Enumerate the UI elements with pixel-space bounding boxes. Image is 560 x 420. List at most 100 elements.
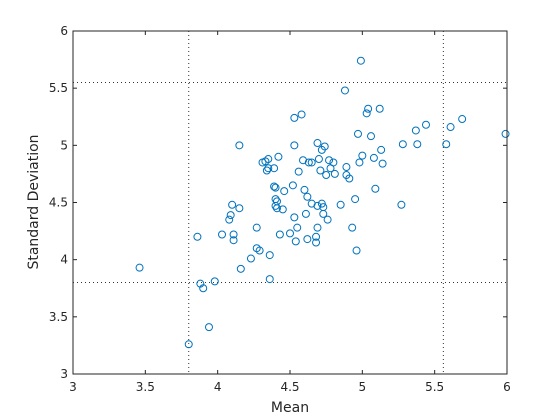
reference-lines — [73, 31, 507, 374]
data-point — [235, 204, 244, 213]
plot-area — [73, 31, 507, 374]
data-point — [397, 200, 406, 209]
x-tick-label: 4.5 — [280, 380, 299, 394]
data-point — [322, 171, 331, 180]
data-point — [274, 152, 283, 161]
data-point — [246, 254, 255, 263]
y-tick-label: 5 — [60, 138, 68, 152]
data-point — [270, 164, 279, 173]
data-point — [348, 223, 357, 232]
data-point — [264, 164, 273, 173]
data-point — [362, 109, 371, 118]
y-tick-label: 6 — [60, 24, 68, 38]
data-point — [323, 215, 332, 224]
data-point — [290, 113, 299, 122]
data-point — [446, 123, 455, 132]
data-point — [255, 246, 264, 255]
data-point — [280, 187, 289, 196]
data-point — [271, 183, 280, 192]
data-point — [288, 181, 297, 190]
data-point — [364, 104, 373, 113]
y-tick-label: 5.5 — [49, 81, 68, 95]
data-point — [320, 142, 329, 151]
data-point — [229, 236, 238, 245]
x-axis-label: Mean — [271, 400, 309, 416]
data-point — [369, 153, 378, 162]
y-tick-label: 3.5 — [49, 310, 68, 324]
x-tick-label: 5 — [359, 380, 367, 394]
data-point — [271, 201, 280, 210]
data-point — [275, 230, 284, 239]
data-point — [262, 166, 271, 175]
data-point — [351, 195, 360, 204]
data-point — [218, 230, 227, 239]
data-point — [301, 209, 310, 218]
y-tick-label: 4.5 — [49, 196, 68, 210]
data-point — [353, 129, 362, 138]
data-point — [225, 215, 234, 224]
data-point — [316, 166, 325, 175]
data-point — [286, 229, 294, 238]
data-point — [193, 232, 202, 241]
data-point — [314, 155, 323, 164]
data-point — [367, 132, 376, 141]
data-point — [442, 140, 451, 149]
data-point — [411, 126, 420, 135]
data-point — [265, 275, 274, 284]
data-point — [294, 167, 303, 176]
data-point — [398, 140, 407, 149]
data-point — [265, 251, 274, 260]
y-axis-ticks: 3 3.5 4 4.5 5 5.5 6 — [49, 24, 507, 381]
x-tick-label: 6 — [503, 380, 511, 394]
data-point — [421, 120, 430, 129]
data-point — [303, 192, 312, 201]
data-point — [501, 129, 510, 138]
data-point — [228, 200, 237, 209]
x-tick-label: 3.5 — [136, 380, 155, 394]
data-point — [313, 223, 322, 232]
data-point — [184, 340, 193, 349]
data-point — [458, 115, 467, 124]
data-point — [375, 104, 384, 113]
data-point — [340, 86, 349, 95]
data-point — [319, 203, 328, 212]
data-point — [413, 140, 422, 149]
data-point — [312, 238, 321, 247]
data-point — [270, 182, 279, 191]
data-point — [304, 158, 313, 167]
data-point — [293, 223, 302, 232]
data-point — [199, 284, 208, 293]
x-tick-label: 5.5 — [425, 380, 444, 394]
x-tick-label: 4 — [214, 380, 222, 394]
data-points — [135, 56, 510, 349]
data-point — [355, 158, 364, 167]
data-point — [312, 232, 321, 241]
y-axis-label: Standard Deviation — [26, 134, 42, 269]
data-point — [313, 139, 322, 148]
y-tick-label: 4 — [60, 253, 68, 267]
data-point — [336, 200, 345, 209]
data-point — [356, 56, 365, 65]
data-point — [358, 151, 367, 160]
data-point — [204, 323, 213, 332]
data-point — [278, 205, 287, 214]
data-point — [290, 213, 299, 222]
data-point — [342, 163, 351, 172]
data-point — [226, 211, 235, 220]
data-point — [329, 158, 338, 167]
data-point — [352, 246, 361, 255]
data-point — [378, 159, 387, 168]
data-point — [291, 237, 300, 246]
data-point — [307, 158, 316, 167]
data-point — [135, 263, 144, 272]
data-point — [330, 169, 339, 178]
y-tick-label: 3 — [60, 367, 68, 381]
data-point — [345, 174, 354, 183]
data-point — [377, 145, 386, 154]
data-point — [210, 277, 219, 286]
data-point — [290, 141, 299, 150]
data-point — [300, 185, 309, 194]
x-tick-label: 3 — [69, 380, 77, 394]
data-point — [235, 141, 244, 150]
